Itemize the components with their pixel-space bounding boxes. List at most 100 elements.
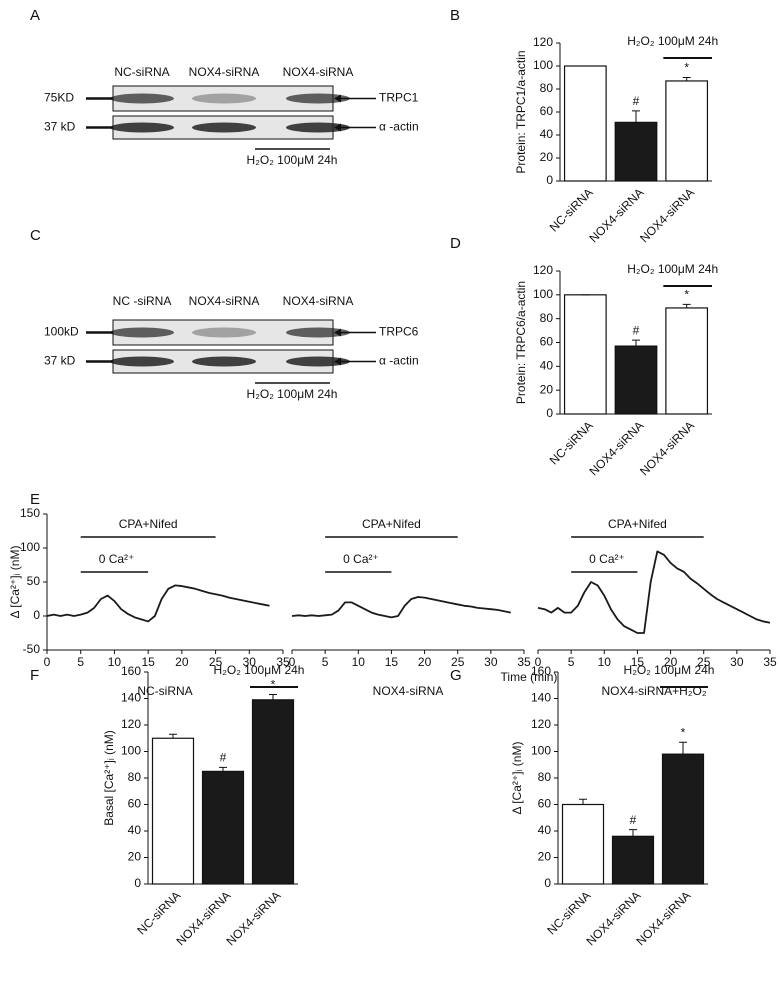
y-tick-label: -50 bbox=[23, 642, 41, 656]
y-tick-label: 40 bbox=[128, 823, 142, 837]
annotation-label: 0 Ca²⁺ bbox=[589, 552, 625, 566]
y-tick-label: 60 bbox=[540, 104, 554, 118]
y-tick-label: 20 bbox=[538, 850, 552, 864]
lane-label: NOX4-siRNA bbox=[189, 294, 260, 308]
trace bbox=[46, 584, 270, 623]
blot-band bbox=[192, 356, 256, 367]
y-tick-label: 120 bbox=[533, 35, 553, 49]
lane-label: NC -siRNA bbox=[113, 294, 172, 308]
y-tick-label: 40 bbox=[540, 127, 554, 141]
x-axis-label: Time (min) bbox=[501, 670, 558, 684]
error-bar bbox=[269, 694, 277, 700]
significance-mark: # bbox=[633, 323, 640, 337]
error-bar bbox=[169, 733, 177, 739]
y-tick-label: 40 bbox=[538, 823, 552, 837]
treatment-label: H₂O₂ 100μM 24h bbox=[247, 153, 338, 167]
bar bbox=[614, 345, 658, 415]
significance-mark: * bbox=[681, 725, 686, 739]
significance-mark: # bbox=[633, 94, 640, 108]
significance-mark: # bbox=[630, 813, 637, 827]
blot-band bbox=[286, 122, 350, 133]
y-tick-label: 100 bbox=[531, 744, 551, 758]
y-tick-label: 0 bbox=[33, 608, 40, 622]
x-tick-label: 25 bbox=[697, 655, 711, 669]
arrow-head bbox=[334, 94, 341, 103]
y-tick-label: 0 bbox=[546, 173, 553, 187]
error-bar bbox=[682, 77, 691, 81]
x-tick-label: NOX4-siRNA bbox=[223, 888, 283, 948]
x-tick-label: 30 bbox=[243, 655, 257, 669]
arrow-head bbox=[334, 123, 341, 132]
x-tick-label: 25 bbox=[451, 655, 465, 669]
x-tick-label: 25 bbox=[209, 655, 223, 669]
target-label: α -actin bbox=[379, 120, 419, 134]
y-tick-label: 150 bbox=[20, 506, 40, 520]
y-tick-label: 160 bbox=[121, 664, 141, 678]
significance-mark: # bbox=[220, 751, 227, 765]
bar bbox=[665, 80, 709, 182]
x-tick-label: 15 bbox=[631, 655, 645, 669]
treatment-label: H₂O₂ 100μM 24h bbox=[627, 262, 718, 276]
x-tick-label: 0 bbox=[289, 655, 296, 669]
blot-band bbox=[192, 122, 256, 133]
y-tick-label: 120 bbox=[121, 717, 141, 731]
y-tick-label: 120 bbox=[533, 263, 553, 277]
treatment-label: H₂O₂ 100μM 24h bbox=[247, 387, 338, 401]
blot-band bbox=[110, 93, 174, 104]
treatment-label: H₂O₂ 100μM 24h bbox=[214, 663, 305, 677]
y-tick-label: 140 bbox=[531, 691, 551, 705]
x-tick-label: 35 bbox=[763, 655, 777, 669]
bar bbox=[201, 770, 245, 885]
x-tick-label: 15 bbox=[141, 655, 155, 669]
mw-marker: 37 kD bbox=[44, 120, 76, 134]
y-axis-label: Δ [Ca²⁺]ᵢ (nM) bbox=[8, 546, 22, 619]
bar bbox=[611, 835, 655, 885]
y-axis-label: Δ [Ca²⁺]ᵢ (nM) bbox=[510, 742, 524, 815]
mw-marker: 37 kD bbox=[44, 354, 76, 368]
blot-band bbox=[192, 327, 256, 338]
x-tick-label: 20 bbox=[418, 655, 432, 669]
y-tick-label: 120 bbox=[531, 717, 551, 731]
x-tick-label: NC-siRNA bbox=[544, 888, 593, 937]
error-bar bbox=[629, 829, 637, 837]
blot-band bbox=[286, 327, 350, 338]
y-tick-label: 20 bbox=[128, 850, 142, 864]
annotation-label: CPA+Nifed bbox=[119, 517, 178, 531]
x-tick-label: 20 bbox=[175, 655, 189, 669]
y-tick-label: 100 bbox=[20, 540, 40, 554]
bar bbox=[561, 803, 605, 885]
y-tick-label: 0 bbox=[544, 876, 551, 890]
x-tick-label: NC-siRNA bbox=[547, 185, 596, 234]
treatment-label: H₂O₂ 100μM 24h bbox=[624, 663, 715, 677]
blot-band bbox=[286, 356, 350, 367]
y-axis-label: Protein: TRPC1/a-actin bbox=[514, 50, 528, 173]
annotation-label: 0 Ca²⁺ bbox=[343, 552, 379, 566]
y-tick-label: 60 bbox=[128, 797, 142, 811]
y-tick-label: 80 bbox=[540, 311, 554, 325]
x-tick-label: NC-siRNA bbox=[134, 888, 183, 937]
mw-marker: 100kD bbox=[44, 325, 79, 339]
bar bbox=[614, 121, 658, 182]
y-tick-label: 80 bbox=[538, 770, 552, 784]
blot-band bbox=[110, 356, 174, 367]
bar bbox=[151, 737, 195, 885]
annotation-label: CPA+Nifed bbox=[608, 517, 667, 531]
x-tick-label: 5 bbox=[77, 655, 84, 669]
error-bar bbox=[679, 741, 687, 755]
annotation-label: 0 Ca²⁺ bbox=[99, 552, 135, 566]
error-bar bbox=[632, 110, 640, 123]
lane-label: NOX4-siRNA bbox=[283, 65, 354, 79]
y-tick-label: 0 bbox=[134, 876, 141, 890]
x-tick-label: 0 bbox=[535, 655, 542, 669]
x-tick-label: NOX4-siRNA bbox=[633, 888, 693, 948]
y-tick-label: 20 bbox=[540, 382, 554, 396]
x-tick-label: 5 bbox=[568, 655, 575, 669]
mw-marker: 75KD bbox=[44, 91, 74, 105]
y-tick-label: 60 bbox=[538, 797, 552, 811]
y-tick-label: 20 bbox=[540, 150, 554, 164]
error-bar bbox=[682, 303, 691, 308]
x-tick-label: NOX4-siRNA bbox=[637, 418, 697, 478]
y-tick-label: 160 bbox=[531, 664, 551, 678]
y-axis-label: Basal [Ca²⁺]ᵢ (nM) bbox=[102, 730, 116, 826]
